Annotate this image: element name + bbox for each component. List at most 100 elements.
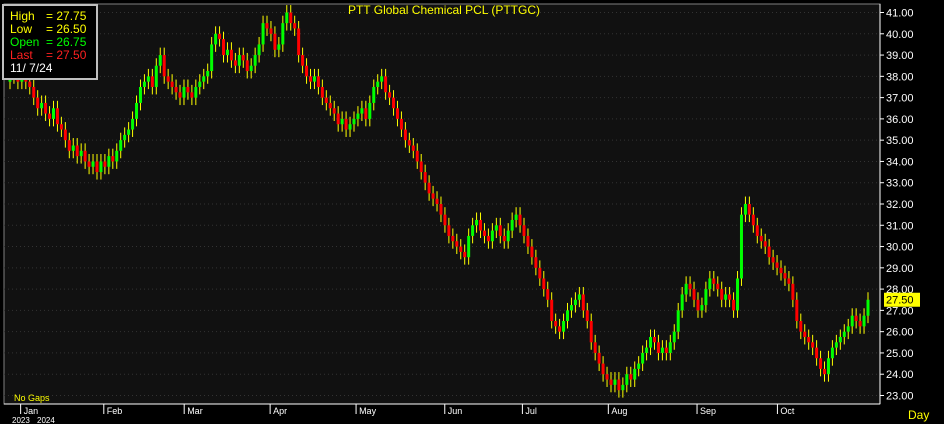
last-label: Last bbox=[10, 48, 33, 62]
candle-body bbox=[245, 60, 249, 72]
candle-body bbox=[455, 241, 459, 247]
y-tick-label: 36.00 bbox=[886, 114, 914, 126]
candle-body bbox=[526, 235, 530, 247]
y-tick-label: 23.00 bbox=[886, 390, 914, 402]
candle-body bbox=[716, 283, 720, 290]
y-tick-label: 27.00 bbox=[886, 305, 914, 317]
candle-body bbox=[63, 129, 67, 141]
gaps-label: No Gaps bbox=[14, 393, 50, 403]
candle-body bbox=[577, 294, 581, 300]
candle-body bbox=[376, 81, 380, 87]
candle-body bbox=[467, 235, 471, 258]
candle-body bbox=[407, 140, 411, 146]
candle-body bbox=[736, 278, 740, 311]
candle-body bbox=[573, 299, 577, 306]
candle-body bbox=[463, 251, 467, 258]
y-tick-label: 31.00 bbox=[886, 220, 914, 232]
candle-body bbox=[542, 278, 546, 290]
last-price-marker: 27.50 bbox=[884, 292, 920, 307]
candle-body bbox=[482, 230, 486, 236]
x-tick-label: Apr bbox=[273, 406, 287, 416]
candle-body bbox=[186, 86, 190, 93]
candle-body bbox=[862, 315, 866, 327]
candle-body bbox=[629, 374, 633, 380]
candle-body bbox=[510, 219, 514, 231]
candle-body bbox=[51, 108, 55, 119]
x-tick-label: Jan bbox=[24, 406, 39, 416]
open-value: 26.75 bbox=[56, 35, 87, 49]
y-tick-label: 34.00 bbox=[886, 156, 914, 168]
candle-body bbox=[308, 76, 312, 82]
candle-body bbox=[708, 278, 712, 290]
candle-body bbox=[225, 49, 229, 56]
candle-body bbox=[759, 235, 763, 242]
candle-body bbox=[506, 230, 510, 242]
candle-body bbox=[312, 76, 316, 82]
y-tick-label: 32.00 bbox=[886, 199, 914, 211]
candle-body bbox=[866, 299, 870, 316]
candle-body bbox=[502, 235, 506, 242]
candle-body bbox=[534, 257, 538, 268]
y-tick-label: 24.00 bbox=[886, 369, 914, 381]
candle-body bbox=[289, 12, 293, 24]
candle-body bbox=[739, 214, 743, 279]
candle-body bbox=[799, 321, 803, 332]
candle-body bbox=[111, 156, 115, 162]
candle-body bbox=[95, 161, 99, 173]
candle-body bbox=[305, 65, 309, 77]
candle-body bbox=[459, 246, 463, 252]
candle-body bbox=[771, 257, 775, 263]
x-tick-label: Jun bbox=[448, 406, 463, 416]
y-tick-label: 35.00 bbox=[886, 135, 914, 147]
candle-body bbox=[210, 44, 214, 72]
candle-body bbox=[99, 161, 103, 173]
candle-body bbox=[348, 124, 352, 130]
candle-body bbox=[451, 235, 455, 242]
x-tick-label: Aug bbox=[611, 406, 627, 416]
candle-body bbox=[273, 33, 277, 50]
candle-body bbox=[40, 102, 44, 109]
year-label: 2024 bbox=[37, 416, 55, 424]
candle-body bbox=[494, 225, 498, 231]
date-row: 11/ 7/24 bbox=[10, 62, 96, 75]
candle-body bbox=[728, 294, 732, 300]
candle-body bbox=[233, 60, 237, 66]
candle-body bbox=[751, 214, 755, 226]
candle-body bbox=[170, 81, 174, 87]
candle-body bbox=[316, 76, 320, 87]
candle-body bbox=[142, 81, 146, 87]
candle-body bbox=[395, 108, 399, 119]
candle-body bbox=[36, 97, 40, 109]
candle-body bbox=[403, 129, 407, 141]
candle-body bbox=[850, 315, 854, 327]
last-value: 27.50 bbox=[56, 48, 87, 62]
candle-body bbox=[700, 305, 704, 311]
candle-body bbox=[218, 33, 222, 40]
info-date: 11/ 7/24 bbox=[10, 61, 53, 75]
open-row: Open = 26.75 bbox=[10, 36, 96, 49]
candle-body bbox=[103, 161, 107, 167]
candle-body bbox=[178, 92, 182, 98]
candle-body bbox=[328, 102, 332, 109]
chart-title: PTT Global Chemical PCL (PTTGC) bbox=[348, 3, 540, 17]
candle-body bbox=[803, 331, 807, 337]
candle-body bbox=[672, 331, 676, 343]
low-label: Low bbox=[10, 22, 33, 36]
open-eq: = bbox=[46, 35, 57, 49]
candle-body bbox=[514, 214, 518, 220]
interval-label[interactable]: Day bbox=[908, 408, 929, 422]
candle-body bbox=[819, 358, 823, 369]
candle-body bbox=[447, 225, 451, 236]
candle-body bbox=[668, 342, 672, 353]
candle-body bbox=[558, 326, 562, 332]
candle-body bbox=[688, 283, 692, 290]
candle-body bbox=[229, 49, 233, 61]
candle-body bbox=[324, 97, 328, 103]
x-tick-label: Sep bbox=[700, 406, 716, 416]
candle-body bbox=[601, 363, 605, 375]
candle-body bbox=[265, 23, 269, 29]
candle-body bbox=[380, 76, 384, 82]
candle-body bbox=[332, 108, 336, 114]
y-tick-label: 33.00 bbox=[886, 178, 914, 190]
